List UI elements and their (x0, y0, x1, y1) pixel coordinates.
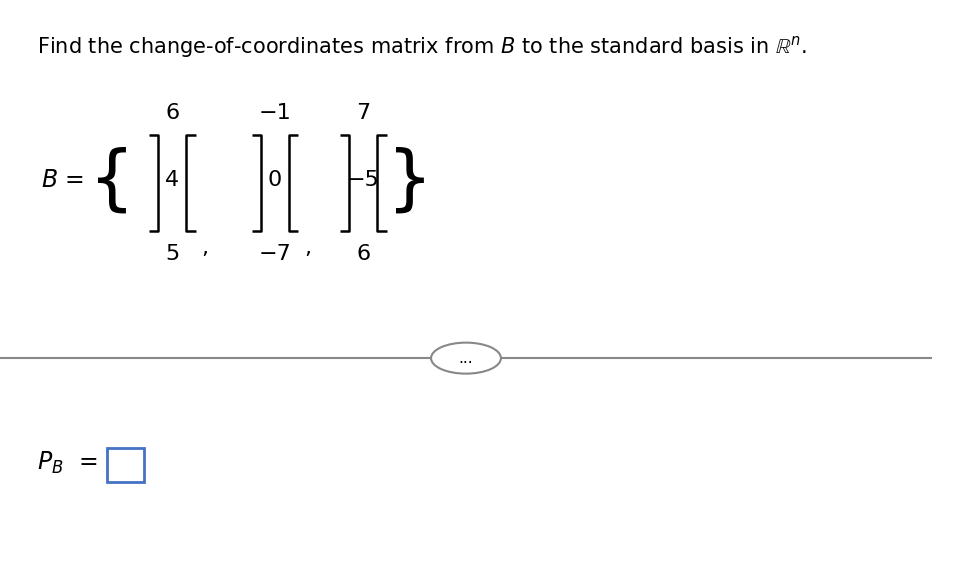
Text: −1: −1 (259, 103, 291, 123)
Text: Find the change-of-coordinates matrix from $B$ to the standard basis in $\mathbb: Find the change-of-coordinates matrix fr… (37, 34, 807, 60)
Text: 7: 7 (356, 103, 371, 123)
Text: −5: −5 (347, 170, 380, 191)
Text: $\left[\vphantom{\begin{array}{c}0\\0\\0\end{array}}\right.$: $\left[\vphantom{\begin{array}{c}0\\0\\0… (0, 563, 1, 564)
Text: 5: 5 (165, 244, 180, 264)
FancyBboxPatch shape (107, 448, 144, 482)
Text: $\{$: $\{$ (88, 146, 127, 215)
Text: ,: , (305, 238, 311, 258)
Text: $\left[\vphantom{\begin{array}{c}0\\0\\0\end{array}}\right.$: $\left[\vphantom{\begin{array}{c}0\\0\\0… (0, 563, 1, 564)
Text: 6: 6 (356, 244, 371, 264)
Text: 0: 0 (267, 170, 282, 191)
Ellipse shape (431, 342, 501, 374)
Text: −7: −7 (259, 244, 291, 264)
Text: ,: , (201, 238, 209, 258)
Text: $\left[\vphantom{\begin{array}{c}0\\0\\0\end{array}}\right.$: $\left[\vphantom{\begin{array}{c}0\\0\\0… (0, 563, 1, 564)
Text: 4: 4 (165, 170, 180, 191)
Text: $P_B$  =: $P_B$ = (37, 450, 98, 475)
Text: $B$ =: $B$ = (41, 169, 84, 192)
Text: $\}$: $\}$ (386, 146, 425, 215)
Text: 6: 6 (165, 103, 180, 123)
Text: ...: ... (459, 351, 473, 365)
